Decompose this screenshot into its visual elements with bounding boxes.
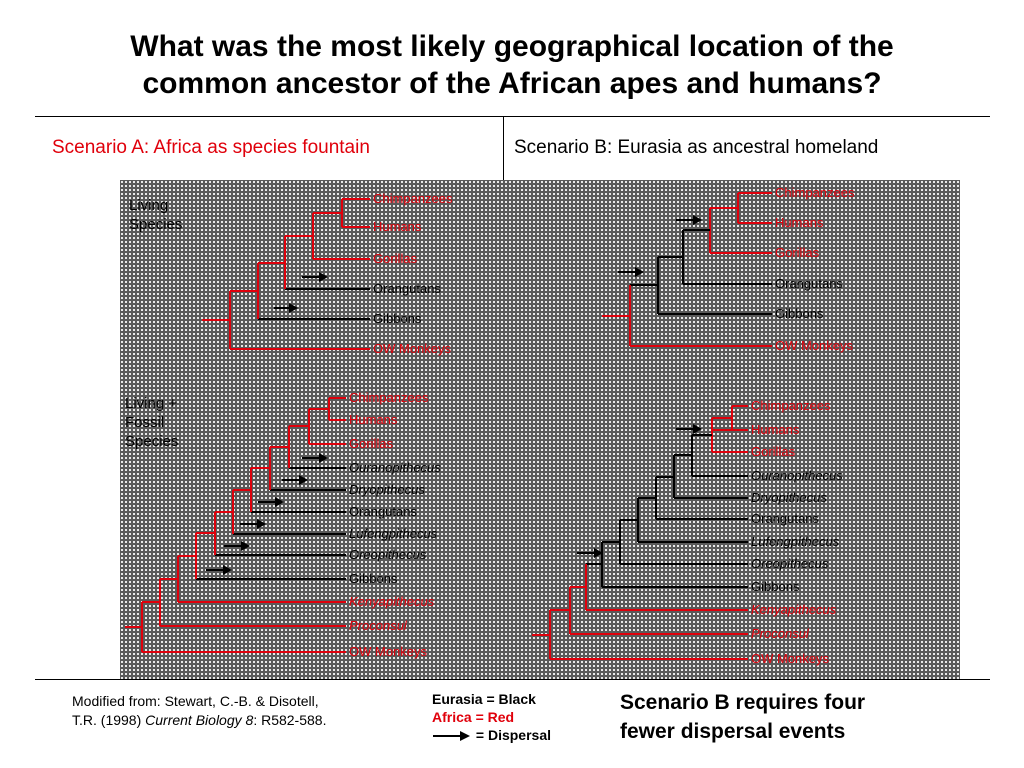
scenario-b-heading: Scenario B: Eurasia as ancestral homelan… [514,137,879,158]
taxon-label: Gibbons [373,311,422,326]
legend-eurasia: Eurasia = Black [432,691,536,707]
taxon-label: Humans [349,412,398,427]
dispersal-arrows [206,215,702,575]
taxon-label: Lufengpithecus [751,534,840,549]
column-divider [503,116,504,181]
dispersal-arrow [274,303,298,313]
reference-journal: Current Biology 8 [145,712,254,728]
taxon-label: Orangutans [751,511,819,526]
header-divider [35,116,990,117]
color-legend: Eurasia = Black Africa = Red = Dispersal [432,690,551,744]
side-label-living: Living [129,197,168,214]
taxon-label: Chimpanzees [349,390,429,405]
taxon-label: Ouranopithecus [751,468,843,483]
dispersal-arrow [618,267,644,277]
taxon-label: Chimpanzees [775,185,855,200]
dispersal-arrow [258,497,284,507]
conclusion-line-1: Scenario B requires four [620,691,866,714]
conclusion-text: Scenario B requires four fewer dispersal… [620,688,865,746]
taxon-label: Kenyapithecus [349,594,435,609]
tree-branches [125,192,772,660]
footer-divider [35,679,990,680]
dispersal-arrow [676,424,702,434]
side-label-living-plus: Living + [125,395,177,412]
taxon-label: Gorillas [373,251,418,266]
dispersal-arrow [282,475,308,485]
slide-title: What was the most likely geographical lo… [0,28,1024,102]
taxon-label: Gorillas [349,436,394,451]
dispersal-arrow [302,453,328,463]
taxon-label: OW Monkeys [373,341,452,356]
taxon-label: Orangutans [775,276,843,291]
title-line-2: common ancestor of the African apes and … [142,67,882,100]
dispersal-arrow-icon [433,731,470,742]
taxon-label: Orangutans [373,281,441,296]
taxon-label: Proconsul [349,618,408,633]
taxon-label: Dryopithecus [751,490,827,505]
reference-citation: Modified from: Stewart, C.-B. & Disotell… [72,692,326,730]
taxon-label: OW Monkeys [775,338,854,353]
conclusion-line-2: fewer dispersal events [620,720,846,743]
legend-africa: Africa = Red [432,709,515,725]
phylogeny-diagram: Chimpanzees Humans Gorillas Orangutans Gibbo… [120,180,960,680]
side-label-species: Species [129,216,182,233]
taxon-label: Proconsul [751,626,810,641]
dispersal-arrow [577,548,603,558]
taxon-label: Humans [751,422,800,437]
scenario-a-heading: Scenario A: Africa as species fountain [52,137,370,158]
taxon-label: Gorillas [775,245,820,260]
taxon-label: Lufengpithecus [349,526,438,541]
taxon-label: Gibbons [751,579,800,594]
dispersal-arrow [240,519,266,529]
side-label-species-2: Species [125,433,178,450]
taxon-label: Chimpanzees [373,191,453,206]
title-line-1: What was the most likely geographical lo… [130,30,894,63]
taxon-label: Orangutans [349,504,417,519]
reference-line-1: Modified from: Stewart, C.-B. & Disotell… [72,693,319,709]
phylogeny-panel: Chimpanzees Humans Gorillas Orangutans Gibbo… [120,180,960,680]
taxon-label: Dryopithecus [349,482,425,497]
side-label-fossil: Fossil [125,414,164,431]
taxon-label: Oreopithecus [349,547,427,562]
taxon-label: Chimpanzees [751,398,831,413]
taxon-labels: Chimpanzees Humans Gorillas Orangutans Gibbo… [349,185,855,666]
taxon-label: Gorillas [751,444,796,459]
taxon-label: OW Monkeys [751,651,830,666]
taxon-label: Oreopithecus [751,556,829,571]
dispersal-arrow [676,215,702,225]
dispersal-arrow [206,565,232,575]
taxon-label: OW Monkeys [349,644,428,659]
taxon-label: Gibbons [775,306,824,321]
legend-dispersal: = Dispersal [432,726,551,744]
taxon-label: Kenyapithecus [751,602,837,617]
dispersal-arrow [224,541,250,551]
taxon-label: Gibbons [349,571,398,586]
taxon-label: Humans [775,215,824,230]
taxon-label: Humans [373,219,422,234]
dispersal-arrow [302,272,328,282]
reference-line-2: T.R. (1998) Current Biology 8: R582-588. [72,712,327,728]
taxon-label: Ouranopithecus [349,460,441,475]
